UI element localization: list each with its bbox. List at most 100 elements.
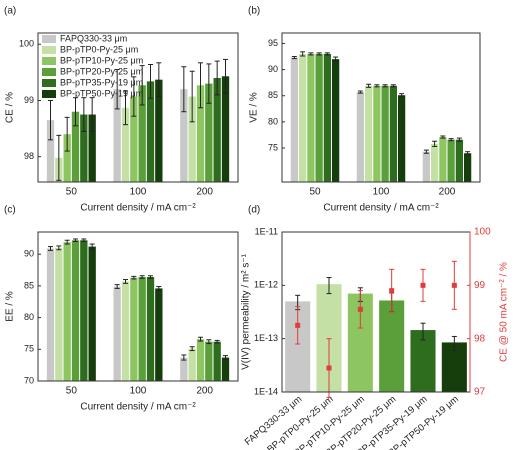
bar <box>356 92 364 182</box>
point <box>451 282 457 288</box>
bar <box>63 134 71 182</box>
y2-tick-label: 100 <box>474 227 491 238</box>
panel-label: (b) <box>248 6 260 17</box>
y-tick-label: 1E-11 <box>255 226 278 236</box>
x-axis-label: Current density / mA cm⁻² <box>323 203 439 214</box>
bar <box>365 85 373 182</box>
bar <box>213 341 221 381</box>
legend-label: BP-pTP20-Py-25 μm <box>60 66 143 76</box>
y2-axis-label: CE @ 50 mA cm⁻² / % <box>499 262 510 362</box>
point <box>420 282 426 288</box>
bar <box>464 153 472 182</box>
bar <box>146 277 155 381</box>
x-axis-label: Current density / mA cm⁻² <box>80 203 196 214</box>
bar <box>113 286 121 381</box>
x-tick-label: 50 <box>66 386 78 397</box>
axes-frame <box>37 32 239 183</box>
bar <box>88 114 96 182</box>
point <box>295 322 301 328</box>
x-tick-label: 100 <box>130 187 147 198</box>
bar <box>205 83 213 182</box>
point <box>389 288 395 294</box>
bar <box>196 85 205 182</box>
x-tick-label: 100 <box>130 386 147 397</box>
y-tick-label: 95 <box>268 38 278 48</box>
legend-label: BP-pTP35-Py-19 μm <box>60 77 143 87</box>
y-tick-label: 70 <box>24 375 34 385</box>
x-tick-label: 200 <box>196 386 213 397</box>
y-tick-label: 1E-12 <box>254 280 278 290</box>
panel-label: (c) <box>4 205 16 216</box>
y2-tick-label: 98 <box>474 333 486 344</box>
bar <box>410 330 436 392</box>
bar <box>80 240 88 381</box>
y-axis-label: EE / % <box>5 291 16 322</box>
bar <box>205 341 213 381</box>
bar <box>80 114 88 182</box>
x-axis-label: Current density / mA cm⁻² <box>80 402 196 413</box>
y-tick-label: 85 <box>24 280 34 290</box>
bar <box>46 248 55 381</box>
x-tick-label: 50 <box>66 187 78 198</box>
legend-label: BP-pTP10-Py-25 μm <box>60 55 143 65</box>
bar <box>188 348 196 381</box>
bar <box>130 96 138 182</box>
legend-label: BP-pTP50-Py-19 μm <box>60 88 143 98</box>
bar <box>46 120 55 182</box>
bar <box>389 85 397 182</box>
y-tick-label: 98 <box>24 151 34 161</box>
bar <box>188 96 196 182</box>
axes-frame <box>37 231 239 382</box>
x-tick-label: 100 <box>373 187 390 198</box>
legend-label: FAPQ330-33 μm <box>60 33 127 43</box>
bar <box>196 339 205 381</box>
legend-label: BP-pTP0-Py-25 μm <box>60 44 138 54</box>
bar <box>398 95 406 182</box>
y-tick-label: 80 <box>268 116 278 126</box>
bar <box>290 57 298 182</box>
bar <box>71 240 80 381</box>
bar <box>121 281 130 381</box>
bar <box>422 151 430 182</box>
bar <box>180 89 188 182</box>
bar <box>121 107 130 182</box>
panel-label: (a) <box>4 6 16 17</box>
point <box>357 306 363 312</box>
x-tick-label: 200 <box>439 187 456 198</box>
y2-tick-label: 97 <box>474 387 486 398</box>
bar <box>146 81 155 182</box>
bar <box>138 277 146 381</box>
y2-tick-label: 99 <box>474 280 486 291</box>
bar <box>221 357 230 381</box>
bar <box>63 242 71 381</box>
y-axis-label: V(IV) permeability / m² s⁻¹ <box>241 253 252 370</box>
y-tick-label: 99 <box>24 95 34 105</box>
bar <box>155 79 163 182</box>
legend-swatch <box>42 90 56 98</box>
bar <box>299 53 307 183</box>
x-tick-label: 200 <box>196 187 213 198</box>
bar <box>71 111 80 182</box>
bar <box>373 85 381 182</box>
bar <box>213 77 221 182</box>
legend-swatch <box>42 35 56 43</box>
bar <box>138 85 146 182</box>
y-tick-label: 75 <box>268 142 278 152</box>
bar <box>155 288 163 381</box>
bar <box>88 246 96 381</box>
bar <box>130 277 138 381</box>
axes-frame <box>281 32 481 183</box>
bar <box>315 53 323 183</box>
legend-swatch <box>42 46 56 54</box>
bar <box>381 85 389 182</box>
y-axis-label: CE / % <box>5 92 16 123</box>
bar <box>332 59 340 182</box>
legend-swatch <box>42 68 56 76</box>
y-tick-label: 1E-13 <box>254 333 278 343</box>
x-tick-label: 50 <box>309 187 321 198</box>
point <box>326 365 332 371</box>
bar <box>55 247 63 381</box>
bar <box>447 139 455 182</box>
bar <box>431 143 439 182</box>
